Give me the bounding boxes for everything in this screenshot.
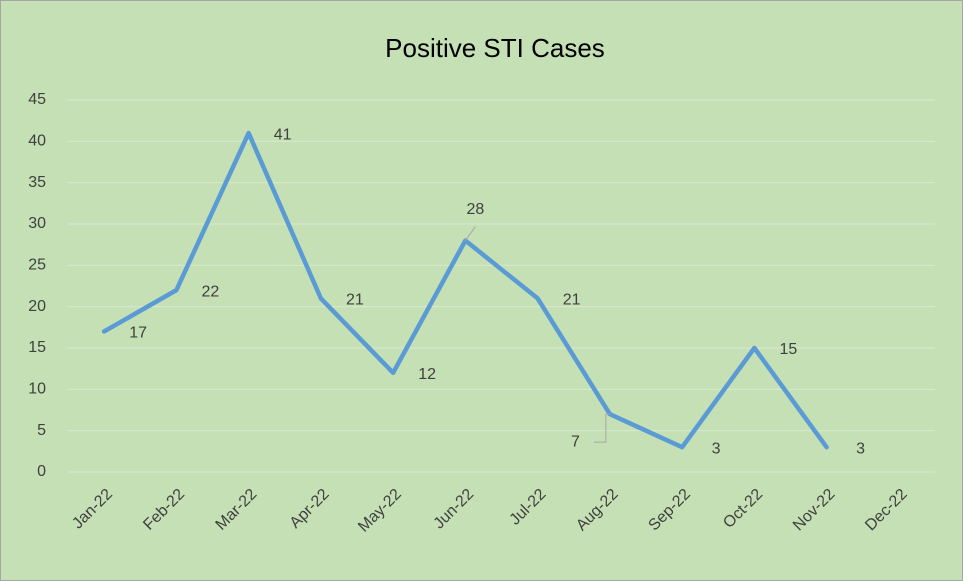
data-label: 28 xyxy=(466,201,484,218)
y-tick-label: 25 xyxy=(28,257,46,274)
data-label: 7 xyxy=(571,433,580,450)
y-tick-label: 5 xyxy=(37,422,46,439)
data-label: 21 xyxy=(346,292,364,309)
data-label: 3 xyxy=(712,440,721,457)
chart-title: Positive STI Cases xyxy=(385,33,605,63)
data-label: 41 xyxy=(274,126,292,143)
y-tick-label: 45 xyxy=(28,91,46,108)
data-label: 3 xyxy=(856,440,865,457)
y-tick-label: 15 xyxy=(28,339,46,356)
y-tick-label: 10 xyxy=(28,381,46,398)
y-tick-label: 30 xyxy=(28,215,46,232)
y-tick-label: 35 xyxy=(28,174,46,191)
data-label: 17 xyxy=(129,325,147,342)
y-tick-label: 40 xyxy=(28,133,46,150)
data-label: 22 xyxy=(201,283,219,300)
data-label: 21 xyxy=(563,292,581,309)
y-tick-label: 0 xyxy=(37,463,46,480)
leader-line xyxy=(593,413,610,443)
data-label: 12 xyxy=(418,366,436,383)
data-label: 15 xyxy=(779,341,797,358)
y-tick-label: 20 xyxy=(28,298,46,315)
leader-line xyxy=(464,226,476,241)
